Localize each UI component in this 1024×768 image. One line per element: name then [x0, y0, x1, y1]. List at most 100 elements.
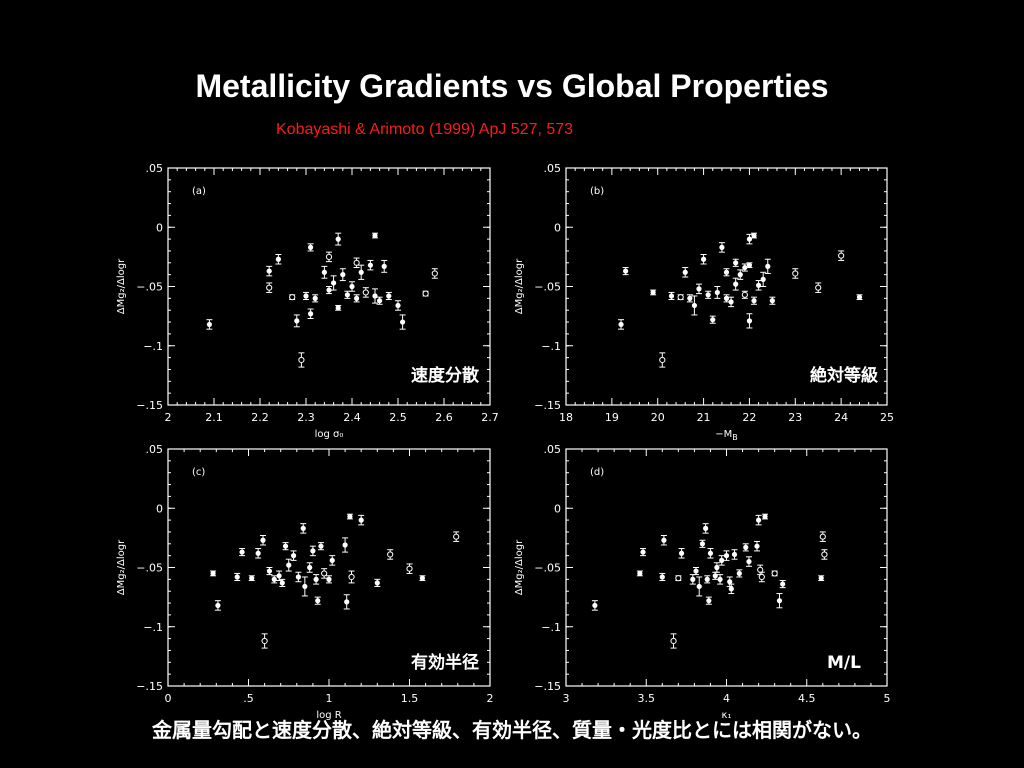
- marker: [282, 543, 289, 549]
- marker: [733, 260, 739, 266]
- data-point-filled: [293, 314, 300, 328]
- data-point-filled: [317, 542, 324, 551]
- data-point-open: [453, 531, 460, 542]
- marker: [315, 598, 321, 604]
- data-point-filled: [762, 513, 769, 520]
- data-point-open: [741, 290, 748, 299]
- data-point-filled: [276, 570, 283, 582]
- marker: [691, 302, 698, 309]
- marker: [310, 548, 316, 554]
- marker: [758, 573, 765, 581]
- marker: [326, 576, 332, 582]
- marker: [661, 537, 667, 543]
- marker: [731, 551, 738, 558]
- x-tick-label: 2: [165, 411, 172, 424]
- marker: [765, 263, 771, 269]
- data-point-filled: [732, 258, 739, 267]
- data-point-open: [298, 352, 305, 368]
- marker: [400, 319, 406, 325]
- marker: [215, 602, 221, 609]
- data-point-filled: [395, 300, 401, 311]
- data-point-open: [422, 290, 429, 297]
- data-point-filled: [419, 575, 426, 582]
- data-point-filled: [622, 267, 629, 276]
- y-tick-label: −.1: [541, 621, 561, 634]
- data-point-filled: [636, 570, 643, 577]
- y-tick-label: −.05: [534, 281, 561, 294]
- marker: [362, 289, 369, 296]
- data-point-open: [325, 251, 333, 263]
- data-point-filled: [779, 580, 786, 589]
- marker: [762, 513, 768, 520]
- plot-frame: [167, 448, 491, 687]
- marker: [592, 602, 598, 609]
- x-tick-label: .5: [243, 692, 254, 705]
- data-point-filled: [271, 575, 278, 584]
- marker: [387, 551, 394, 558]
- marker: [757, 566, 764, 573]
- marker: [381, 263, 387, 269]
- data-point-filled: [346, 513, 353, 520]
- data-point-filled: [321, 265, 328, 279]
- data-point-open: [321, 568, 328, 579]
- data-point-filled: [702, 523, 709, 534]
- data-point-filled: [358, 514, 365, 526]
- y-tick-label: .05: [544, 443, 562, 456]
- data-point-filled: [326, 286, 332, 295]
- marker: [733, 281, 739, 287]
- data-point-filled: [736, 569, 743, 578]
- y-tick-label: −.1: [143, 621, 163, 634]
- data-point-filled: [731, 549, 738, 560]
- data-point-filled: [330, 275, 337, 291]
- marker: [693, 568, 699, 574]
- marker: [706, 598, 712, 604]
- data-point-filled: [686, 294, 693, 303]
- marker: [249, 575, 255, 581]
- marker: [723, 553, 730, 559]
- data-point-filled: [718, 555, 725, 566]
- marker: [700, 256, 707, 262]
- x-tick-label: 2: [487, 692, 494, 705]
- marker: [704, 576, 710, 582]
- marker: [728, 299, 734, 305]
- data-point-filled: [704, 575, 711, 584]
- marker: [344, 292, 350, 298]
- marker: [266, 268, 272, 274]
- marker: [206, 321, 212, 328]
- data-point-open: [289, 294, 296, 301]
- marker: [321, 570, 328, 577]
- marker: [275, 256, 281, 262]
- data-point-filled: [746, 233, 753, 245]
- data-point-open: [431, 268, 438, 279]
- marker: [705, 292, 711, 298]
- data-point-open: [677, 294, 684, 301]
- data-point-filled: [339, 268, 346, 282]
- data-point-filled: [314, 596, 321, 605]
- data-point-filled: [266, 567, 273, 576]
- marker: [377, 298, 383, 304]
- marker: [422, 290, 429, 297]
- marker: [723, 269, 730, 275]
- data-point-filled: [329, 555, 336, 566]
- marker: [395, 302, 401, 309]
- marker: [699, 541, 706, 547]
- marker: [712, 573, 718, 579]
- marker: [431, 270, 438, 277]
- data-point-filled: [753, 540, 760, 552]
- marker: [294, 318, 300, 324]
- marker: [367, 262, 373, 268]
- marker: [703, 525, 709, 531]
- marker: [719, 557, 725, 563]
- marker: [751, 232, 757, 239]
- data-point-filled: [737, 269, 744, 280]
- data-point-filled: [295, 571, 302, 583]
- marker: [710, 317, 716, 323]
- y-tick-label: −.15: [534, 680, 561, 693]
- x-tick-label: 0: [165, 692, 172, 705]
- marker: [347, 513, 353, 520]
- data-point-open: [758, 571, 765, 583]
- y-tick-label: 0: [156, 221, 163, 234]
- y-tick-label: −.05: [136, 562, 163, 575]
- marker: [453, 533, 460, 540]
